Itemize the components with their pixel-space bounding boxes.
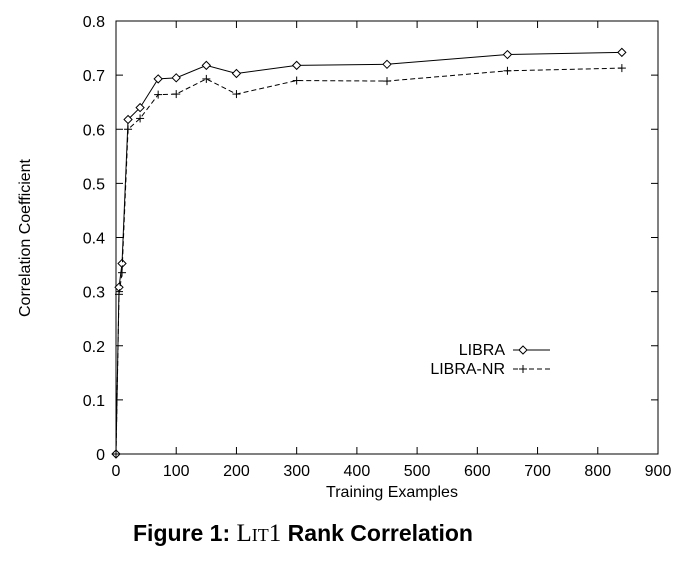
plot-area (115, 20, 659, 455)
y-axis-label: Correlation Coefficient (17, 158, 34, 317)
y-tick-label: 0.1 (83, 393, 105, 410)
y-tick-label: 0.5 (83, 176, 105, 193)
series-libra-nr (112, 64, 626, 458)
x-tick-label: 400 (344, 463, 371, 480)
x-tick-label: 900 (645, 463, 672, 480)
data-point-libra (171, 73, 181, 83)
x-axis-label: Training Examples (326, 484, 458, 501)
y-tick-label: 0.6 (83, 122, 105, 139)
legend-label-libra-nr: LIBRA-NR (430, 361, 505, 378)
data-point-libra-nr (154, 90, 163, 99)
data-point-libra (502, 49, 513, 60)
legend-marker-libra-nr (519, 365, 527, 373)
series-line-libra (115, 51, 622, 455)
y-tick-label: 0 (96, 447, 105, 464)
series-layer (111, 47, 627, 459)
caption-title: Rank Correlation (287, 520, 473, 546)
caption-dataset: Lit1 (236, 520, 282, 547)
data-point-libra (291, 60, 302, 71)
y-tick-label: 0.2 (83, 339, 105, 356)
data-point-libra-nr (617, 64, 626, 73)
data-point-libra-nr (115, 290, 124, 299)
y-tick-label: 0.8 (83, 14, 105, 31)
figure-caption: Figure 1: Lit1 Rank Correlation (0, 520, 606, 548)
data-point-libra (617, 47, 627, 58)
legend-label-libra: LIBRA (459, 342, 506, 359)
data-point-libra-nr (232, 90, 241, 99)
x-tick-label: 600 (464, 463, 491, 480)
x-tick-label: 0 (112, 463, 121, 480)
data-point-libra-nr (112, 450, 120, 458)
x-tick-label: 100 (163, 463, 190, 480)
legend-marker-libra (518, 345, 528, 355)
data-point-libra (201, 60, 212, 71)
x-tick-label: 700 (524, 463, 551, 480)
legend: LIBRA LIBRA-NR (430, 342, 550, 378)
data-point-libra-nr (202, 74, 211, 83)
data-point-libra-nr (172, 90, 181, 99)
x-tick-label: 300 (283, 463, 310, 480)
data-point-libra (153, 74, 163, 84)
data-point-libra-nr (136, 114, 145, 123)
line-chart: 0 100 200 300 400 500 600 700 800 900 00.10.20.30… (17, 14, 672, 501)
x-tick-label: 800 (584, 463, 611, 480)
x-tick-label: 200 (223, 463, 250, 480)
series-libra (111, 47, 627, 459)
data-point-libra (123, 114, 133, 125)
plot-border (115, 20, 659, 455)
data-point-libra (135, 102, 145, 113)
caption-label: Figure 1: (133, 520, 231, 546)
data-point-libra-nr (124, 125, 133, 134)
series-line-libra-nr (115, 67, 622, 455)
data-point-libra-nr (118, 268, 127, 277)
data-point-libra (231, 68, 242, 79)
x-tick-label: 500 (404, 463, 431, 480)
y-tick-label: 0.7 (83, 68, 105, 85)
data-point-libra-nr (503, 66, 512, 75)
data-point-libra-nr (292, 76, 301, 85)
y-tick-label: 0.4 (83, 231, 105, 248)
x-axis: 0 100 200 300 400 500 600 700 800 900 (112, 21, 672, 480)
data-point-libra (382, 59, 392, 70)
y-tick-label: 0.3 (83, 285, 105, 302)
data-point-libra-nr (383, 77, 391, 86)
y-axis: 0 0.1 0.2 0.3 0.4 0.5 0.6 0.7 0.8 (83, 14, 658, 464)
